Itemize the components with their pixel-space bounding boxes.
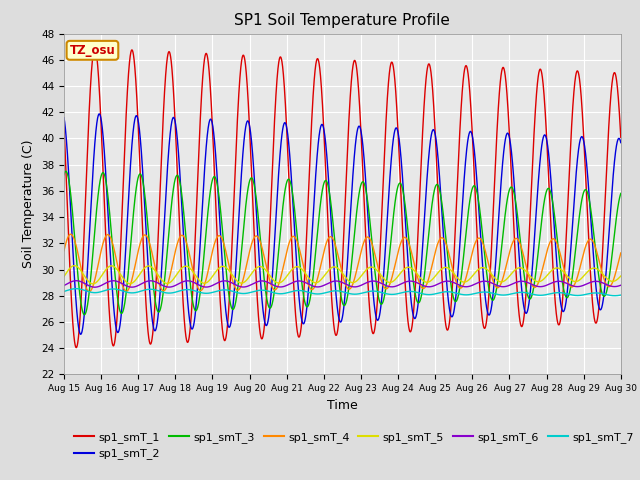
sp1_smT_4 bbox=[617, 251, 625, 256]
sp1_smT_7 bbox=[72, 286, 80, 291]
sp1_smT_5 bbox=[60, 274, 68, 279]
sp1_smT_4 bbox=[617, 250, 625, 256]
sp1_smT_6 bbox=[72, 278, 80, 284]
sp1_smT_3 bbox=[60, 172, 68, 178]
sp1_smT_7 bbox=[617, 292, 625, 298]
sp1_smT_4 bbox=[180, 233, 188, 239]
sp1_smT_7 bbox=[611, 293, 618, 299]
sp1_smT_6 bbox=[60, 283, 68, 288]
sp1_smT_1 bbox=[91, 45, 99, 51]
sp1_smT_7 bbox=[397, 290, 404, 296]
sp1_smT_5 bbox=[397, 270, 404, 276]
sp1_smT_3 bbox=[81, 312, 88, 318]
sp1_smT_6 bbox=[564, 281, 572, 287]
sp1_smT_5 bbox=[407, 265, 415, 271]
sp1_smT_2 bbox=[77, 331, 84, 337]
sp1_smT_5 bbox=[180, 264, 188, 270]
sp1_smT_5 bbox=[617, 273, 625, 279]
sp1_smT_7 bbox=[60, 288, 68, 294]
Title: SP1 Soil Temperature Profile: SP1 Soil Temperature Profile bbox=[234, 13, 451, 28]
sp1_smT_5 bbox=[564, 274, 572, 280]
sp1_smT_6 bbox=[216, 279, 223, 285]
X-axis label: Time: Time bbox=[327, 399, 358, 412]
sp1_smT_3 bbox=[617, 191, 625, 196]
sp1_smT_3 bbox=[62, 168, 70, 174]
sp1_smT_2 bbox=[60, 115, 68, 120]
sp1_smT_7 bbox=[617, 292, 625, 298]
Line: sp1_smT_6: sp1_smT_6 bbox=[64, 281, 621, 287]
sp1_smT_6 bbox=[91, 284, 99, 290]
sp1_smT_1 bbox=[60, 122, 68, 128]
sp1_smT_2 bbox=[397, 154, 404, 160]
sp1_smT_2 bbox=[564, 280, 572, 286]
sp1_smT_3 bbox=[397, 181, 404, 187]
sp1_smT_5 bbox=[617, 273, 625, 279]
Legend: sp1_smT_1, sp1_smT_2, sp1_smT_3, sp1_smT_4, sp1_smT_5, sp1_smT_6, sp1_smT_7: sp1_smT_1, sp1_smT_2, sp1_smT_3, sp1_smT… bbox=[70, 428, 638, 464]
sp1_smT_2 bbox=[216, 219, 223, 225]
sp1_smT_1 bbox=[180, 307, 188, 313]
sp1_smT_5 bbox=[216, 264, 223, 270]
sp1_smT_4 bbox=[407, 246, 415, 252]
Line: sp1_smT_7: sp1_smT_7 bbox=[64, 288, 621, 296]
sp1_smT_1 bbox=[617, 134, 625, 140]
Y-axis label: Soil Temperature (C): Soil Temperature (C) bbox=[22, 140, 35, 268]
sp1_smT_4 bbox=[67, 231, 74, 237]
sp1_smT_5 bbox=[89, 281, 97, 287]
Line: sp1_smT_1: sp1_smT_1 bbox=[64, 48, 621, 348]
Line: sp1_smT_3: sp1_smT_3 bbox=[64, 171, 621, 315]
sp1_smT_3 bbox=[180, 208, 188, 214]
sp1_smT_4 bbox=[60, 248, 68, 253]
sp1_smT_4 bbox=[397, 240, 404, 245]
sp1_smT_1 bbox=[617, 132, 625, 137]
sp1_smT_1 bbox=[564, 192, 572, 198]
sp1_smT_4 bbox=[216, 233, 223, 239]
sp1_smT_6 bbox=[407, 278, 415, 284]
sp1_smT_4 bbox=[564, 280, 572, 286]
sp1_smT_3 bbox=[564, 294, 572, 300]
sp1_smT_6 bbox=[617, 282, 625, 288]
sp1_smT_2 bbox=[180, 235, 188, 241]
sp1_smT_2 bbox=[95, 111, 103, 117]
sp1_smT_2 bbox=[617, 140, 625, 145]
sp1_smT_4 bbox=[85, 288, 93, 294]
sp1_smT_6 bbox=[180, 278, 188, 284]
sp1_smT_7 bbox=[406, 288, 414, 294]
Text: TZ_osu: TZ_osu bbox=[70, 44, 115, 57]
sp1_smT_1 bbox=[407, 329, 415, 335]
sp1_smT_6 bbox=[397, 281, 404, 287]
sp1_smT_3 bbox=[407, 255, 415, 261]
sp1_smT_1 bbox=[397, 192, 404, 198]
sp1_smT_7 bbox=[180, 287, 188, 293]
sp1_smT_7 bbox=[216, 288, 223, 293]
sp1_smT_7 bbox=[564, 291, 572, 297]
sp1_smT_5 bbox=[70, 263, 78, 268]
sp1_smT_6 bbox=[617, 282, 625, 288]
Line: sp1_smT_4: sp1_smT_4 bbox=[64, 234, 621, 291]
sp1_smT_1 bbox=[72, 345, 80, 350]
sp1_smT_3 bbox=[617, 191, 625, 197]
sp1_smT_2 bbox=[407, 294, 415, 300]
Line: sp1_smT_2: sp1_smT_2 bbox=[64, 114, 621, 334]
sp1_smT_1 bbox=[216, 291, 223, 297]
Line: sp1_smT_5: sp1_smT_5 bbox=[64, 265, 621, 284]
sp1_smT_3 bbox=[216, 200, 223, 206]
sp1_smT_2 bbox=[617, 139, 625, 145]
